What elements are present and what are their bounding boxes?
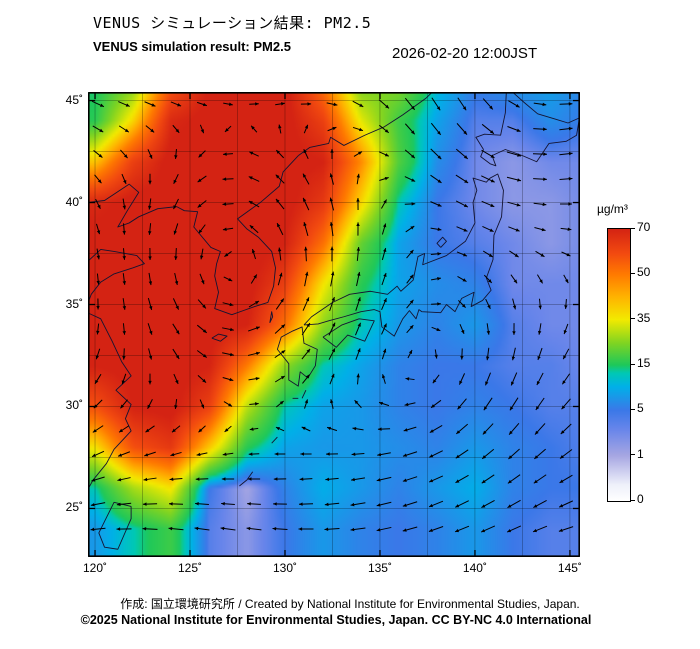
pm25-heatmap-canvas [88, 92, 580, 557]
page-title-english: VENUS simulation result: PM2.5 [93, 39, 291, 54]
colorbar-tick-label: 50 [637, 265, 651, 280]
map-plot-area [88, 92, 580, 557]
credit-line: 作成: 国立環境研究所 / Created by National Instit… [120, 597, 580, 611]
page-title-japanese: VENUS シミュレーション結果: PM2.5 [93, 14, 372, 32]
colorbar-tick-label: 70 [637, 220, 651, 234]
lat-tick-label: 40˚ [65, 194, 83, 209]
colorbar-tick-label: 15 [637, 356, 651, 370]
colorbar-tick-label: 0 [637, 492, 644, 506]
colorbar-tick-mark [631, 227, 635, 229]
lon-tick-label: 125˚ [177, 561, 203, 575]
lat-tick-label: 45˚ [65, 92, 83, 107]
colorbar-gradient [607, 228, 631, 502]
colorbar-tick-mark [631, 272, 635, 274]
colorbar-tick-mark [631, 363, 635, 365]
colorbar-tick-label: 35 [637, 310, 651, 325]
colorbar-tick-mark [631, 408, 635, 410]
colorbar-tick-mark [631, 318, 635, 320]
colorbar-tick-mark [631, 499, 635, 501]
lon-tick-label: 145˚ [557, 561, 582, 575]
lon-tick-label: 140˚ [462, 561, 487, 575]
lon-tick-label: 120˚ [83, 561, 108, 575]
colorbar-tick-label: 1 [637, 446, 644, 461]
colorbar-tick-mark [631, 454, 635, 456]
lon-tick-label: 135˚ [367, 561, 392, 575]
lon-tick-label: 130˚ [272, 561, 297, 575]
simulation-datetime: 2026-02-20 12:00JST [392, 45, 538, 62]
lat-tick-label: 30˚ [65, 398, 83, 413]
lat-tick-label: 25˚ [65, 500, 83, 515]
lat-tick-label: 35˚ [65, 296, 83, 311]
copyright-line: ©2025 National Institute for Environment… [80, 613, 592, 627]
colorbar-tick-label: 5 [637, 401, 644, 416]
colorbar-unit-label: µg/m³ [597, 202, 628, 216]
